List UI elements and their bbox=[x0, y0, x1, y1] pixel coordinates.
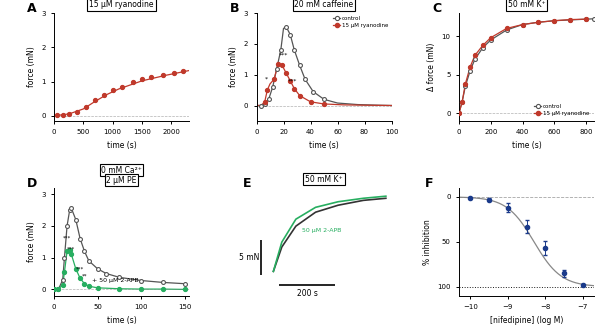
Text: 15 μM ryanodine: 15 μM ryanodine bbox=[89, 0, 154, 9]
Text: C: C bbox=[432, 2, 441, 15]
Text: 50 mM K⁺: 50 mM K⁺ bbox=[508, 0, 545, 9]
Text: 5 mN: 5 mN bbox=[239, 253, 259, 262]
X-axis label: time (s): time (s) bbox=[512, 141, 541, 150]
Text: 50 mM K⁺: 50 mM K⁺ bbox=[305, 175, 343, 184]
Text: E: E bbox=[243, 177, 251, 190]
Text: 2 μM PE: 2 μM PE bbox=[106, 176, 137, 185]
X-axis label: time (s): time (s) bbox=[107, 141, 136, 150]
Text: A: A bbox=[27, 2, 37, 15]
Text: B: B bbox=[229, 2, 239, 15]
Y-axis label: force (mN): force (mN) bbox=[26, 46, 35, 87]
Text: + 50 μM 2-APB: + 50 μM 2-APB bbox=[92, 278, 139, 283]
Text: ***: *** bbox=[279, 53, 288, 58]
Legend: control, 15 μM ryanodine: control, 15 μM ryanodine bbox=[532, 102, 591, 118]
Y-axis label: force (mN): force (mN) bbox=[26, 221, 35, 262]
Y-axis label: % inhibition: % inhibition bbox=[422, 219, 431, 265]
Text: 200 s: 200 s bbox=[296, 289, 317, 298]
Y-axis label: force (mN): force (mN) bbox=[229, 46, 238, 87]
Text: ***: *** bbox=[63, 235, 71, 240]
Text: *: * bbox=[265, 76, 268, 82]
Y-axis label: Δ force (mN): Δ force (mN) bbox=[427, 43, 436, 91]
Text: **: ** bbox=[82, 273, 87, 278]
Text: ***: *** bbox=[288, 79, 298, 84]
Text: ***: *** bbox=[67, 246, 76, 251]
Text: D: D bbox=[27, 177, 37, 190]
X-axis label: time (s): time (s) bbox=[107, 316, 136, 325]
Text: 20 mM caffeine: 20 mM caffeine bbox=[295, 0, 353, 9]
X-axis label: [nifedipine] (log M): [nifedipine] (log M) bbox=[490, 316, 563, 325]
Text: 50 μM 2-APB: 50 μM 2-APB bbox=[302, 228, 341, 233]
Legend: control, 15 μM ryanodine: control, 15 μM ryanodine bbox=[331, 14, 391, 30]
Text: 0 mM Ca²⁺: 0 mM Ca²⁺ bbox=[101, 166, 142, 175]
Text: ***: *** bbox=[76, 267, 84, 272]
Text: F: F bbox=[425, 177, 434, 190]
X-axis label: time (s): time (s) bbox=[309, 141, 339, 150]
